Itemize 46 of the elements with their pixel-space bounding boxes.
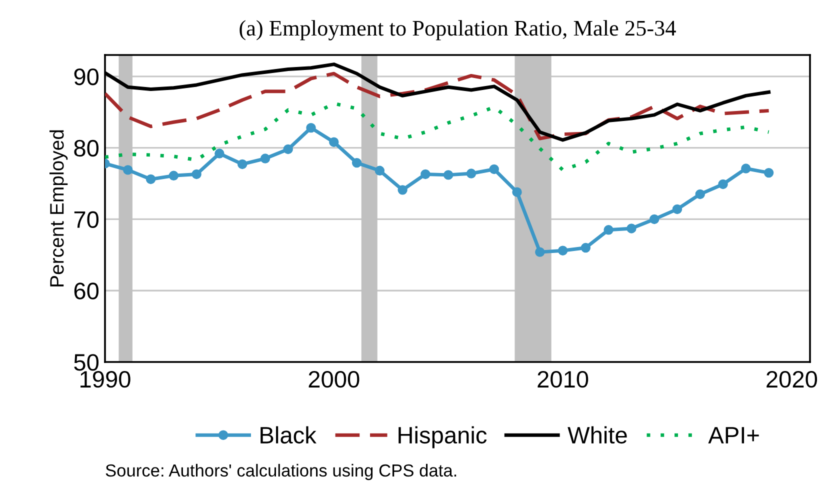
- point: [192, 169, 202, 180]
- legend-label: White: [568, 426, 627, 444]
- point: [604, 225, 614, 235]
- source-note: Source: Authors' calculations using CPS data.: [106, 464, 456, 480]
- y-tick-label: 80: [74, 140, 99, 157]
- point: [306, 122, 316, 133]
- point: [146, 174, 156, 184]
- y-tick-label: 60: [74, 282, 99, 300]
- y-tick-label: 90: [74, 68, 99, 86]
- point: [283, 144, 293, 154]
- point: [168, 170, 179, 181]
- y-tick-label: 50: [74, 354, 99, 371]
- point: [398, 185, 408, 195]
- point: [672, 204, 682, 214]
- line-series: [105, 102, 771, 172]
- point: [260, 154, 270, 164]
- point: [718, 179, 728, 190]
- point: [649, 214, 660, 224]
- x-tick-label: 2020: [766, 370, 818, 388]
- point: [489, 164, 499, 174]
- legend-label: Black: [260, 426, 316, 444]
- point: [764, 168, 774, 178]
- point: [558, 246, 568, 256]
- chart-title: (a) Employment to Population Ratio, Male 25-34: [240, 20, 676, 40]
- legend-label: Hispanic: [398, 426, 487, 448]
- x-tick-label: 1990: [80, 370, 130, 388]
- point: [123, 165, 133, 175]
- point: [237, 159, 248, 170]
- point: [580, 242, 591, 253]
- point: [352, 158, 362, 168]
- point: [329, 137, 339, 147]
- point: [695, 189, 705, 200]
- point: [466, 168, 476, 178]
- point: [741, 164, 751, 174]
- x-tick-label: 2000: [308, 370, 360, 388]
- point: [374, 166, 385, 176]
- point: [443, 170, 454, 180]
- point: [420, 169, 430, 180]
- point: [214, 148, 224, 158]
- point: [535, 247, 545, 257]
- y-tick-label: 70: [74, 211, 99, 228]
- y-axis-title: Percent Employed: [50, 130, 68, 286]
- point: [626, 224, 636, 234]
- point: [512, 187, 522, 197]
- legend-label: API+: [708, 427, 759, 444]
- x-tick-label: 2010: [538, 370, 588, 388]
